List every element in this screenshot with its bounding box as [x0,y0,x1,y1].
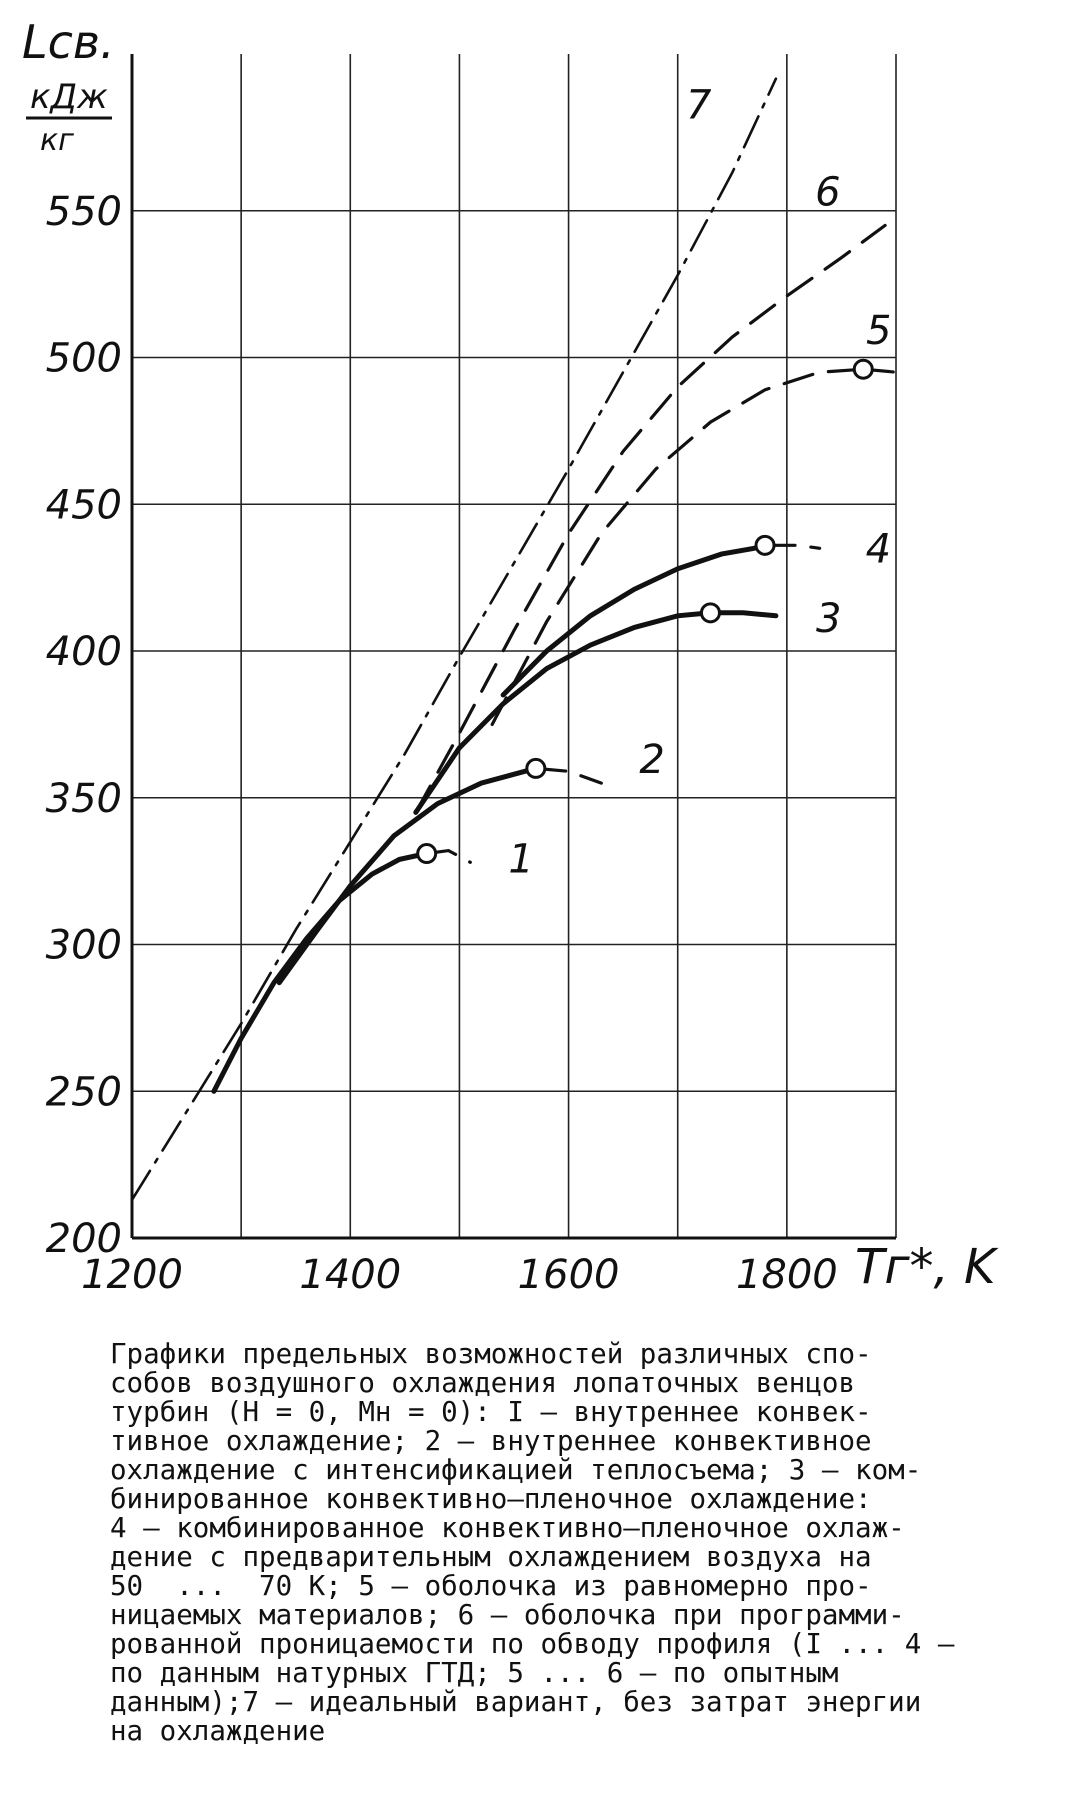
x-tick-label: 1800 [736,1252,838,1298]
grid [132,54,897,1238]
x-tick-label: 1200 [81,1252,183,1298]
axes [130,54,896,1240]
marker-point-4 [754,534,776,556]
curve-label-2: 2 [639,737,664,783]
x-tick-label: 1600 [518,1252,620,1298]
series-line-2 [276,765,539,986]
y-axis-unit-denominator: кг [40,123,74,158]
curve-label-6: 6 [815,169,840,215]
series-line-4 [763,543,822,550]
chart: 200 250 300 350 400 450 500 550 1200 1400 1600 1800… [22,15,999,1298]
series-line-4 [500,542,768,698]
y-axis-unit-numerator: кДж [30,77,108,117]
marker-point-2 [525,757,547,779]
y-tick-label: 400 [46,629,122,675]
y-tick-label: 500 [46,336,122,382]
marker-point-1 [416,843,438,865]
marker-point-3 [699,602,721,624]
curve-labels: 1 2 34 5 6 7 [508,83,891,883]
series-line-7 [132,77,778,1202]
y-tick-label: 450 [46,482,122,528]
curve-label-5: 5 [866,308,891,354]
series-lines [132,77,898,1202]
y-tick-label: 250 [46,1069,122,1115]
figure-caption: Графики предельных возможностей различны… [110,1338,955,1747]
y-tick-label: 200 [46,1216,122,1262]
curve-label-7: 7 [686,83,712,129]
x-axis-label: Tг*, K [855,1239,999,1295]
y-tick-label: 550 [46,189,122,235]
series-line-3 [708,610,779,619]
series-line-6 [414,223,887,814]
y-axis-symbol: Lсв. [22,15,115,69]
curve-label-1: 1 [508,836,533,882]
marker-point-5 [852,358,874,380]
point-markers [416,358,874,865]
series-line-3 [413,610,713,815]
series-line-2 [534,766,603,785]
curve-label-4: 4 [866,526,891,572]
y-tick-label: 350 [46,776,122,822]
curve-label-3: 3 [816,596,841,642]
y-tick-label: 300 [46,923,122,969]
tick-labels: 200 250 300 350 400 450 500 550 1200 1400 1600 1800 [46,189,838,1298]
x-tick-label: 1400 [299,1252,401,1298]
series-line-5 [490,367,865,726]
